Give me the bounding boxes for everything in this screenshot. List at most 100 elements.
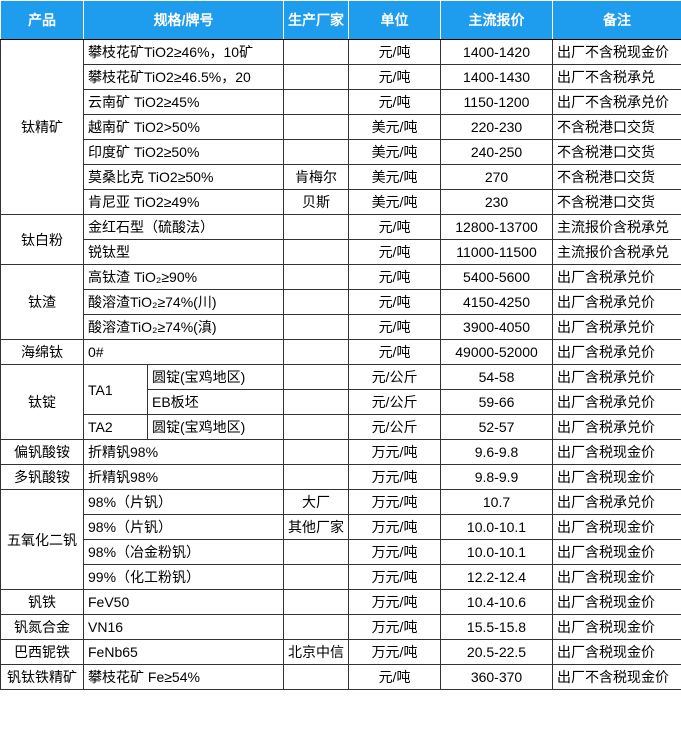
spec-cell: 折精钒98% [82,439,285,465]
unit-cell: 万元/吨 [348,614,442,640]
price-cell: 230 [440,189,554,215]
note-cell: 出厂含税现金价 [552,439,681,465]
header-cell: 规格/牌号 [82,0,285,40]
price-cell: 12.2-12.4 [440,564,554,590]
unit-cell: 元/公斤 [348,389,442,415]
spec-cell: 0# [82,339,285,365]
table-row: 巴西铌铁 FeNb65 北京中信 万元/吨 20.5-22.5 出厂含税现金价 [0,639,681,665]
unit-cell: 元/吨 [348,214,442,240]
table-row: 酸溶渣TiO₂≥74%(川) 元/吨 4150-4250 出厂含税承兑价 [1,289,681,315]
price-cell: 5400-5600 [440,264,554,290]
price-cell: 240-250 [440,139,554,165]
maker-cell [283,364,350,390]
unit-cell: 元/吨 [348,664,442,690]
unit-cell: 美元/吨 [348,189,442,215]
price-cell: 15.5-15.8 [440,614,554,640]
note-cell: 出厂含税承兑价 [552,339,681,365]
unit-cell: 万元/吨 [348,564,442,590]
maker-cell [283,139,350,165]
price-cell: 59-66 [440,389,554,415]
maker-cell [283,64,350,90]
maker-cell [283,339,350,365]
spec-cell: EB板坯 [146,389,285,415]
table-row: 锐钛型 元/吨 11000-11500 主流报价含税承兑 [1,239,681,265]
table-row: 越南矿 TiO2>50% 美元/吨 220-230 不含税港口交货 [1,114,681,140]
maker-cell [283,589,350,615]
table-row: 海绵钛 0# 元/吨 49000-52000 出厂含税承兑价 [0,339,681,365]
price-cell: 3900-4050 [440,314,554,340]
price-cell: 11000-11500 [440,239,554,265]
unit-cell: 元/吨 [348,239,442,265]
table-row: 多钒酸铵 折精钒98% 万元/吨 9.8-9.9 出厂含税现金价 [0,464,681,490]
note-cell: 出厂不含税承兑价 [552,89,681,115]
table-body: 钛精矿 攀枝花矿TiO2≥46%，10矿 元/吨 1400-1420 出厂不含税现金价攀… [0,39,681,690]
note-cell: 出厂含税承兑价 [552,264,681,290]
table-row: 钛精矿 攀枝花矿TiO2≥46%，10矿 元/吨 1400-1420 出厂不含税现金价 [0,39,681,215]
unit-cell: 万元/吨 [348,439,442,465]
note-cell: 出厂含税承兑价 [552,489,681,515]
spec-cell: 98%（片钒） [82,489,285,515]
table-row: 攀枝花矿TiO2≥46.5%，20 元/吨 1400-1430 出厂不含税承兑 [1,64,681,90]
price-cell: 10.7 [440,489,554,515]
note-cell: 不含税港口交货 [552,114,681,140]
maker-cell [283,539,350,565]
price-cell: 1400-1420 [440,39,554,65]
spec-cell: 98%（片钒） [82,514,285,540]
table-row: 99%（化工粉钒） 万元/吨 12.2-12.4 出厂含税现金价 [1,564,681,590]
maker-cell [283,614,350,640]
unit-cell: 万元/吨 [348,464,442,490]
note-cell: 出厂含税现金价 [552,464,681,490]
price-cell: 20.5-22.5 [440,639,554,665]
note-cell: 出厂不含税现金价 [552,664,681,690]
grade-cell: TA1 [83,364,148,415]
table-row: 98%（冶金粉钒） 万元/吨 10.0-10.1 出厂含税现金价 [1,539,681,565]
spec-cell: 攀枝花矿TiO2≥46%，10矿 [82,39,285,65]
note-cell: 出厂含税承兑价 [552,364,681,390]
product-cell: 多钒酸铵 [0,464,84,490]
table-row: 五氧化二钒 98%（片钒） 大厂 万元/吨 10.7 出厂含税承兑价 [0,489,681,590]
unit-cell: 万元/吨 [348,514,442,540]
table-row: 云南矿 TiO2≥45% 元/吨 1150-1200 出厂不含税承兑价 [1,89,681,115]
unit-cell: 元/吨 [348,314,442,340]
table-row: 钛白粉 金红石型（硫酸法） 元/吨 12800-13700 主流报价含税承兑 [0,214,681,265]
maker-cell [283,264,350,290]
maker-cell: 大厂 [283,489,350,515]
price-cell: 10.0-10.1 [440,514,554,540]
spec-cell: FeNb65 [82,639,285,665]
price-cell: 9.8-9.9 [440,464,554,490]
note-cell: 出厂含税现金价 [552,539,681,565]
maker-cell [283,89,350,115]
price-cell: 49000-52000 [440,339,554,365]
table-row: 印度矿 TiO2≥50% 美元/吨 240-250 不含税港口交货 [1,139,681,165]
maker-cell [283,289,350,315]
unit-cell: 元/公斤 [348,414,442,440]
maker-cell: 北京中信 [283,639,350,665]
price-cell: 360-370 [440,664,554,690]
maker-cell: 贝斯 [283,189,350,215]
spec-cell: 金红石型（硫酸法） [82,214,285,240]
unit-cell: 元/吨 [348,89,442,115]
spec-cell: 印度矿 TiO2≥50% [82,139,285,165]
note-cell: 出厂含税承兑价 [552,389,681,415]
note-cell: 出厂含税现金价 [552,564,681,590]
spec-cell: 圆锭(宝鸡地区) [146,414,285,440]
maker-cell [283,239,350,265]
header-cell: 单位 [348,0,442,40]
maker-cell [283,464,350,490]
note-cell: 主流报价含税承兑 [552,214,681,240]
note-cell: 出厂含税现金价 [552,514,681,540]
header-cell: 主流报价 [440,0,554,40]
price-cell: 10.0-10.1 [440,539,554,565]
header-cell: 备注 [552,0,681,40]
table-row: 肯尼亚 TiO2≥49% 贝斯 美元/吨 230 不含税港口交货 [1,189,681,215]
maker-cell [283,564,350,590]
spec-cell: 锐钛型 [82,239,285,265]
unit-cell: 万元/吨 [348,489,442,515]
unit-cell: 元/吨 [348,39,442,65]
note-cell: 不含税港口交货 [552,139,681,165]
product-cell: 钛精矿 [0,39,84,215]
note-cell: 出厂不含税承兑 [552,64,681,90]
note-cell: 不含税港口交货 [552,164,681,190]
grade-cell: TA2 [83,414,148,440]
header-cell: 生产厂家 [283,0,350,40]
